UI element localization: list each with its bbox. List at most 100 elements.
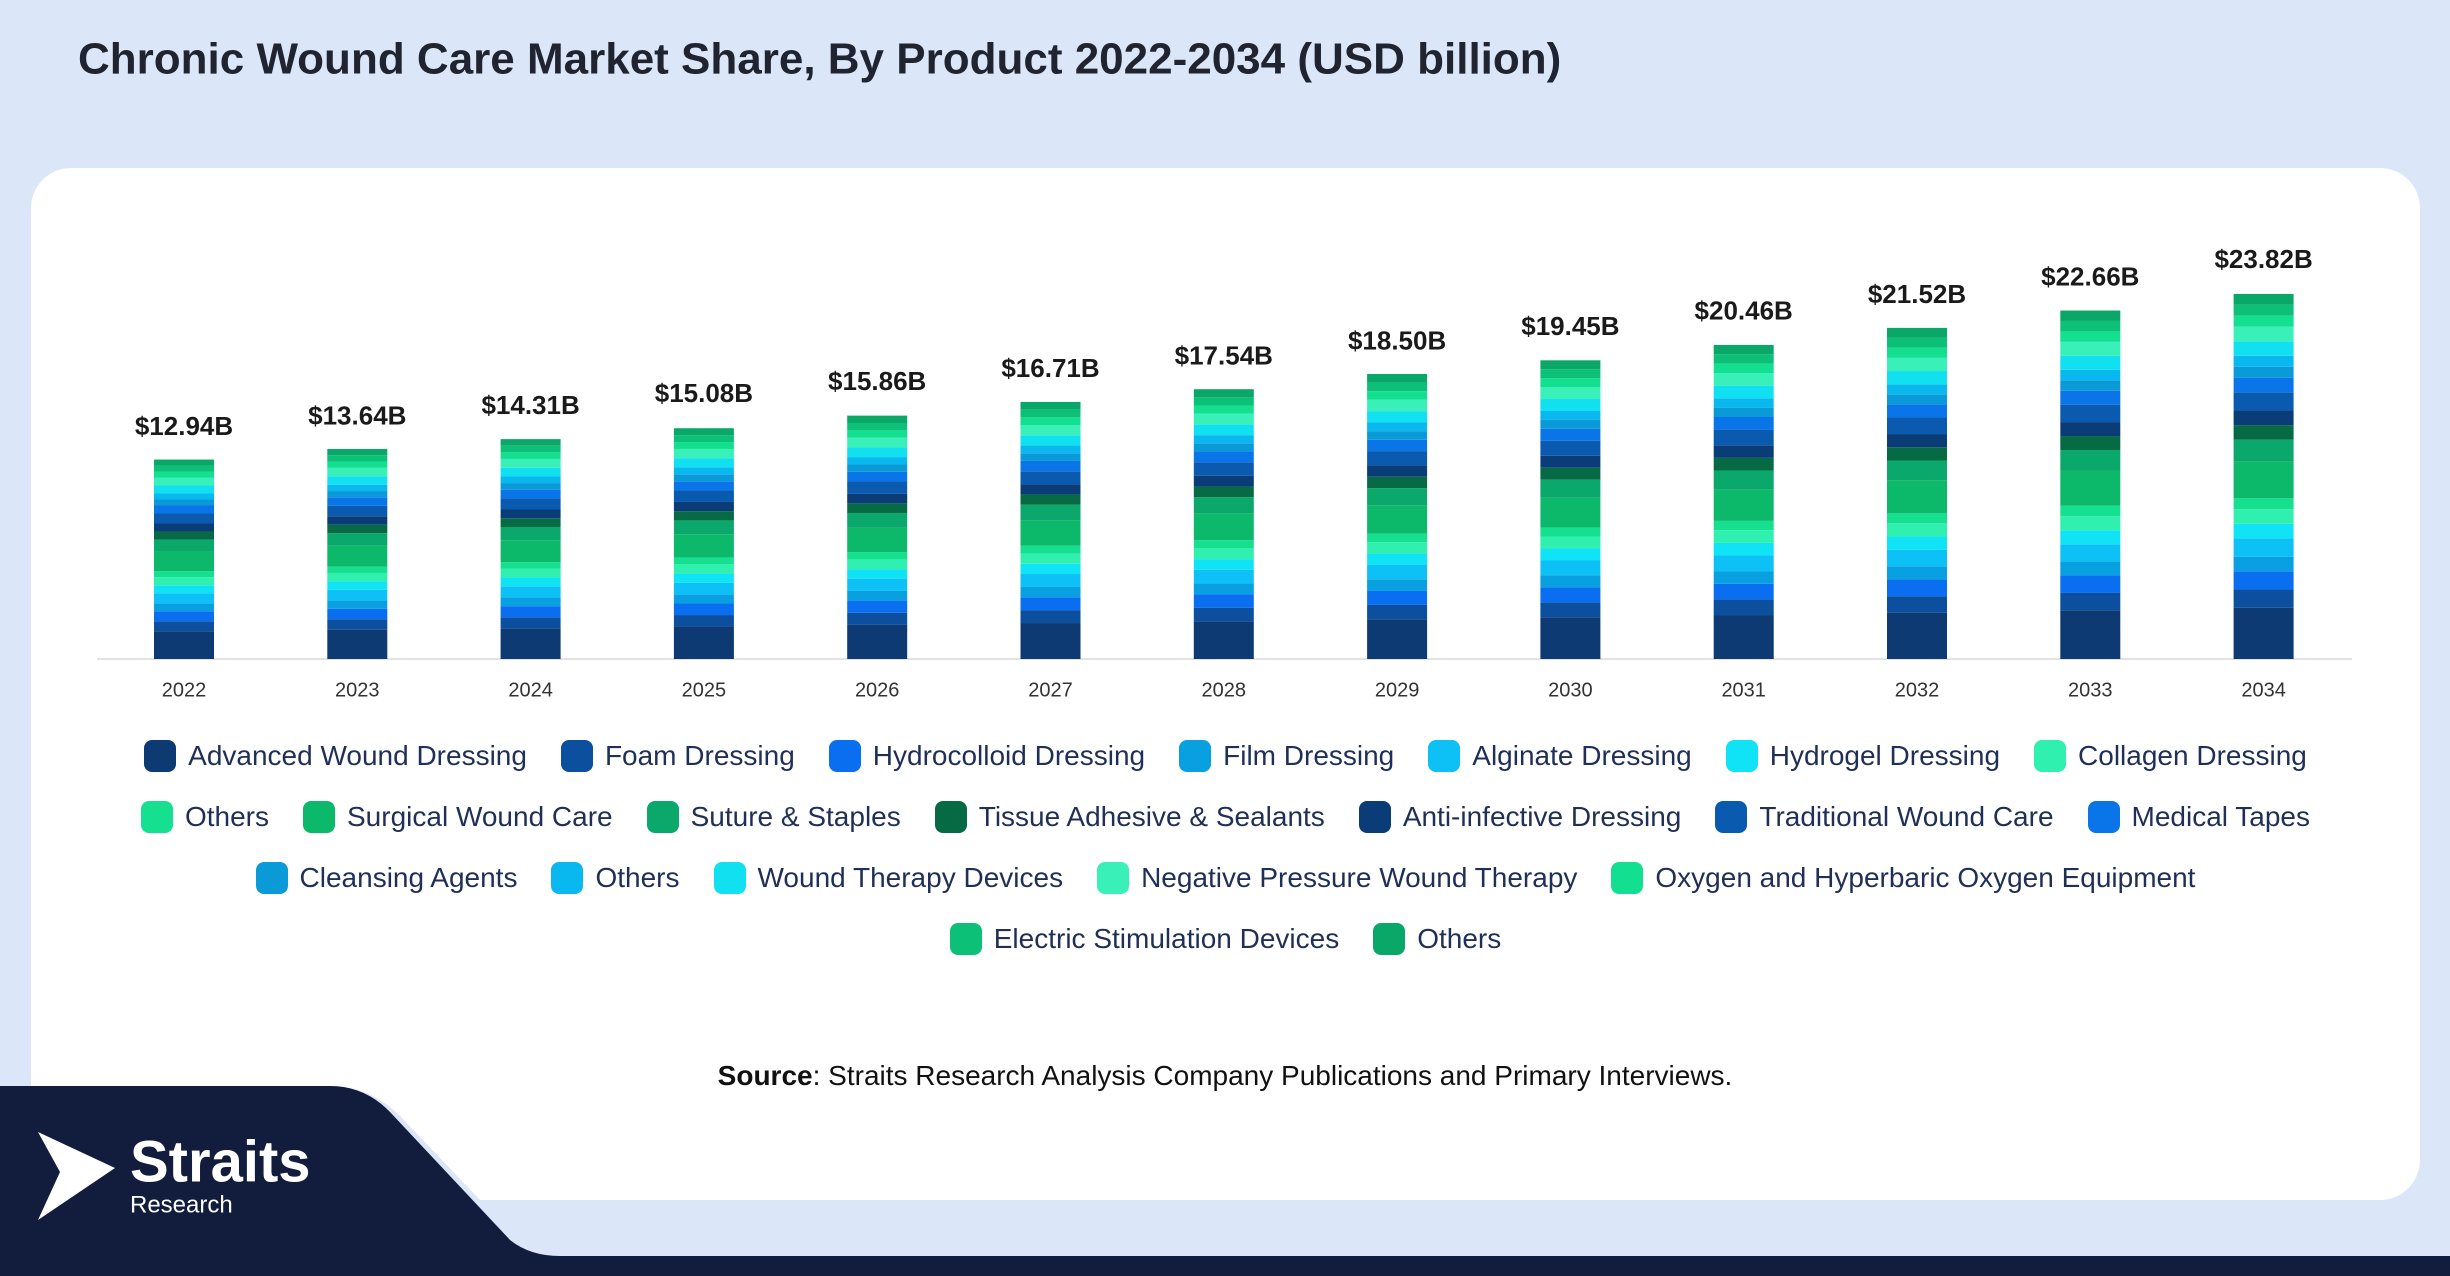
bar-segment bbox=[327, 455, 388, 462]
bar-segment bbox=[1020, 520, 1081, 546]
bar-segment bbox=[1713, 363, 1774, 374]
bar-segment bbox=[673, 490, 734, 502]
bar-segment bbox=[500, 518, 561, 528]
bar-segment bbox=[2060, 592, 2121, 611]
bar-segment bbox=[673, 520, 734, 535]
legend-item: Medical Tapes bbox=[2087, 801, 2311, 833]
bar-segment bbox=[1887, 447, 1947, 461]
bar-segment bbox=[327, 629, 388, 659]
bar-segment bbox=[1020, 401, 1081, 410]
bar-segment bbox=[1193, 435, 1254, 444]
bar-segment bbox=[1887, 371, 1947, 385]
bar-segment bbox=[1540, 369, 1601, 379]
legend-label: Anti-infective Dressing bbox=[1402, 801, 1682, 832]
bar-segment bbox=[1713, 542, 1774, 556]
legend-swatch bbox=[2034, 740, 2067, 772]
bar-segment bbox=[1193, 513, 1254, 541]
bar-segment bbox=[1367, 533, 1428, 543]
bar-segment bbox=[1020, 460, 1081, 472]
bar-segment bbox=[847, 559, 908, 570]
bar-segment bbox=[1020, 553, 1081, 564]
legend-item: Others bbox=[1373, 923, 1501, 955]
bar-segment bbox=[1540, 602, 1601, 618]
bar-segment bbox=[2060, 341, 2121, 356]
bar-segment bbox=[2060, 470, 2121, 506]
bar-segment bbox=[2233, 377, 2294, 393]
bar-segment bbox=[327, 497, 388, 506]
legend-label: Medical Tapes bbox=[2131, 801, 2311, 832]
bar-segment bbox=[1367, 542, 1428, 554]
bar-segment bbox=[847, 471, 908, 482]
bar-segment bbox=[673, 435, 734, 443]
bar-segment bbox=[2233, 315, 2294, 327]
legend-label: Hydrocolloid Dressing bbox=[872, 740, 1146, 771]
total-label: $23.82B bbox=[2214, 244, 2312, 274]
legend-item: Wound Therapy Devices bbox=[713, 862, 1063, 894]
bar-segment bbox=[2060, 505, 2121, 517]
bar-segment bbox=[847, 590, 908, 601]
bar-segment bbox=[154, 593, 214, 604]
bar-segment bbox=[1367, 619, 1428, 659]
x-tick-label: 2025 bbox=[682, 679, 727, 701]
bar-segment bbox=[673, 467, 734, 475]
bar-segment bbox=[1887, 337, 1947, 348]
chart-title: Chronic Wound Care Market Share, By Prod… bbox=[78, 35, 1561, 84]
bar-segment bbox=[1887, 523, 1947, 537]
bar-segment bbox=[2233, 571, 2294, 590]
bar-segment bbox=[2233, 523, 2294, 539]
bar-segment bbox=[1367, 590, 1428, 605]
bar-segment bbox=[847, 552, 908, 560]
bar-segment bbox=[1193, 389, 1254, 398]
x-tick-label: 2022 bbox=[162, 679, 207, 701]
legend-label: Traditional Wound Care bbox=[1759, 801, 2054, 832]
bar-segment bbox=[1713, 373, 1774, 386]
legend-label: Collagen Dressing bbox=[2078, 740, 2307, 771]
legend-label: Foam Dressing bbox=[604, 740, 795, 771]
bar-segment bbox=[500, 509, 561, 519]
bar-segment bbox=[1540, 360, 1601, 370]
bar-segment bbox=[2233, 538, 2294, 557]
bar-segment bbox=[2233, 341, 2294, 356]
bar-segment bbox=[1887, 394, 1947, 405]
bar-segment bbox=[1540, 527, 1601, 537]
bar-segment bbox=[1713, 407, 1774, 417]
bar-segment bbox=[154, 631, 214, 659]
legend-item: Oxygen and Hyperbaric Oxygen Equipment bbox=[1611, 862, 2195, 894]
bar-segment bbox=[1193, 569, 1254, 584]
bar-segment bbox=[1193, 497, 1254, 514]
bar-segment bbox=[1540, 378, 1601, 388]
bar-segment bbox=[1193, 405, 1254, 414]
bar-segment bbox=[1193, 559, 1254, 570]
legend-item: Hydrogel Dressing bbox=[1725, 740, 2000, 772]
bar-segment bbox=[154, 477, 214, 486]
bar-segment bbox=[327, 566, 388, 573]
x-tick-label: 2027 bbox=[1028, 679, 1073, 701]
legend-swatch bbox=[2087, 801, 2120, 833]
bar-segment bbox=[327, 516, 388, 525]
bar-segment bbox=[500, 597, 561, 607]
bar-segment bbox=[1193, 583, 1254, 595]
bar-segment bbox=[1367, 431, 1428, 440]
bar-segment bbox=[1367, 488, 1428, 506]
bar-segment bbox=[1887, 417, 1947, 435]
bar-segment bbox=[673, 626, 734, 659]
bar-segment bbox=[1367, 604, 1428, 620]
bar-segment bbox=[327, 491, 388, 498]
bar-segment bbox=[500, 498, 561, 510]
bar-segment bbox=[327, 524, 388, 534]
bar-segment bbox=[327, 619, 388, 630]
bar-segment bbox=[327, 533, 388, 546]
bar-segment bbox=[500, 467, 561, 477]
legend-swatch bbox=[303, 801, 335, 833]
bar-segment bbox=[847, 430, 908, 438]
bar-segment bbox=[847, 569, 908, 579]
bar-segment bbox=[1713, 489, 1774, 521]
bar-segment bbox=[1193, 486, 1254, 498]
bar-segment bbox=[500, 439, 561, 446]
total-label: $18.50B bbox=[1348, 326, 1446, 356]
bar-segment bbox=[847, 415, 908, 423]
source-text: : Straits Research Analysis Company Publ… bbox=[813, 1060, 1733, 1091]
bar-segment bbox=[673, 458, 734, 468]
bar-segment bbox=[1540, 455, 1601, 468]
bar-segment bbox=[2233, 556, 2294, 572]
